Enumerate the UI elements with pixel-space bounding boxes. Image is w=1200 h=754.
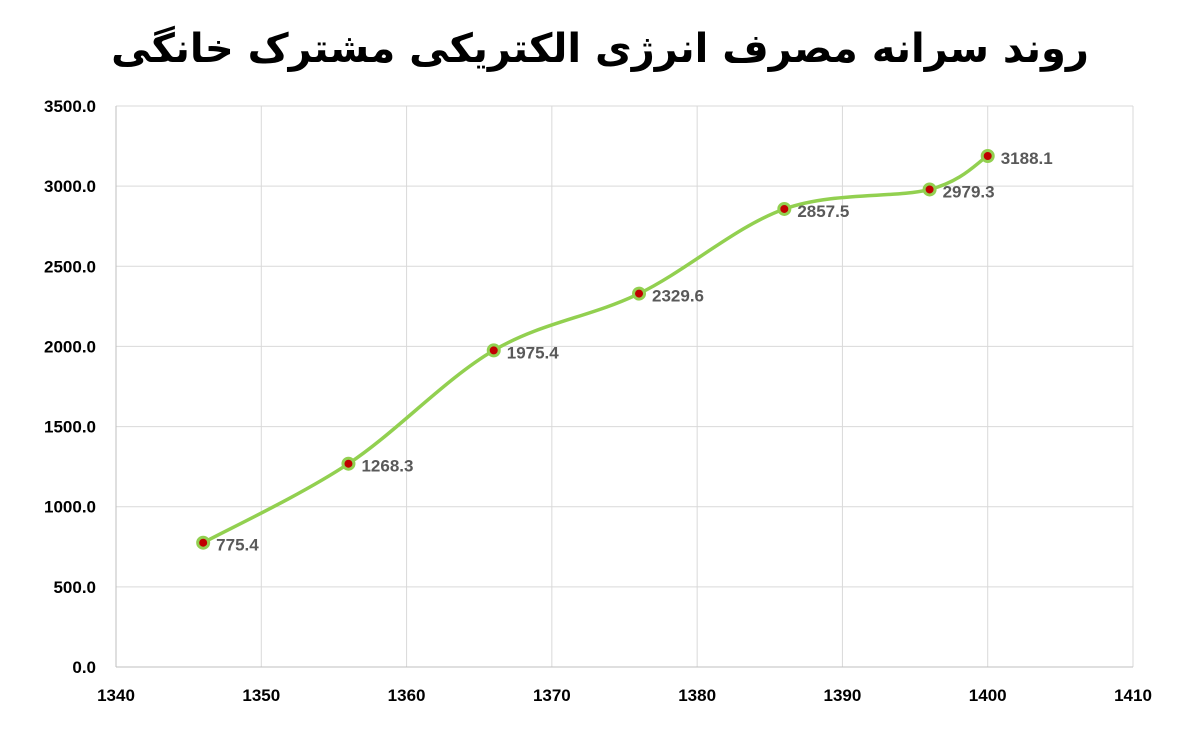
y-tick-label: 1000.0 [44,498,96,517]
x-tick-label: 1390 [824,686,862,705]
data-point [777,201,792,216]
x-tick-label: 1360 [388,686,426,705]
x-tick-label: 1370 [533,686,571,705]
data-label: 2979.3 [943,182,995,201]
x-tick-label: 1400 [969,686,1007,705]
data-label: 1975.4 [507,343,560,362]
data-point [980,148,995,163]
data-label: 3188.1 [1001,149,1053,168]
data-label: 2857.5 [797,202,849,221]
data-label: 1268.3 [361,457,413,476]
data-point [486,343,501,358]
y-tick-label: 500.0 [53,578,96,597]
data-labels: 775.4 1268.3 1975.4 2329.6 2857.5 2979.3 3188.… [216,149,1053,555]
x-tick-label: 1380 [678,686,716,705]
data-point [341,456,356,471]
series-line [201,154,990,545]
x-tick-label: 1410 [1114,686,1152,705]
data-point [196,535,211,550]
y-tick-label: 3000.0 [44,177,96,196]
series [196,148,995,550]
y-tick-label: 1500.0 [44,418,96,437]
gridlines [116,105,1134,667]
y-tick-label: 2500.0 [44,257,96,276]
x-tick-label: 1340 [97,686,135,705]
axes: 0.0 500.0 1000.0 1500.0 2000.0 2500.0 3000.0 35… [44,97,1152,705]
x-tick-label: 1350 [242,686,280,705]
y-tick-label: 0.0 [72,658,96,677]
chart-title: روند سرانه مصرف انرژی الکتریکی مشترک خان… [111,26,1089,72]
y-tick-label: 2000.0 [44,337,96,356]
y-tick-label: 3500.0 [44,97,96,116]
data-point [922,182,937,197]
data-point [632,286,647,301]
data-label: 775.4 [216,536,259,555]
data-label: 2329.6 [652,287,704,306]
